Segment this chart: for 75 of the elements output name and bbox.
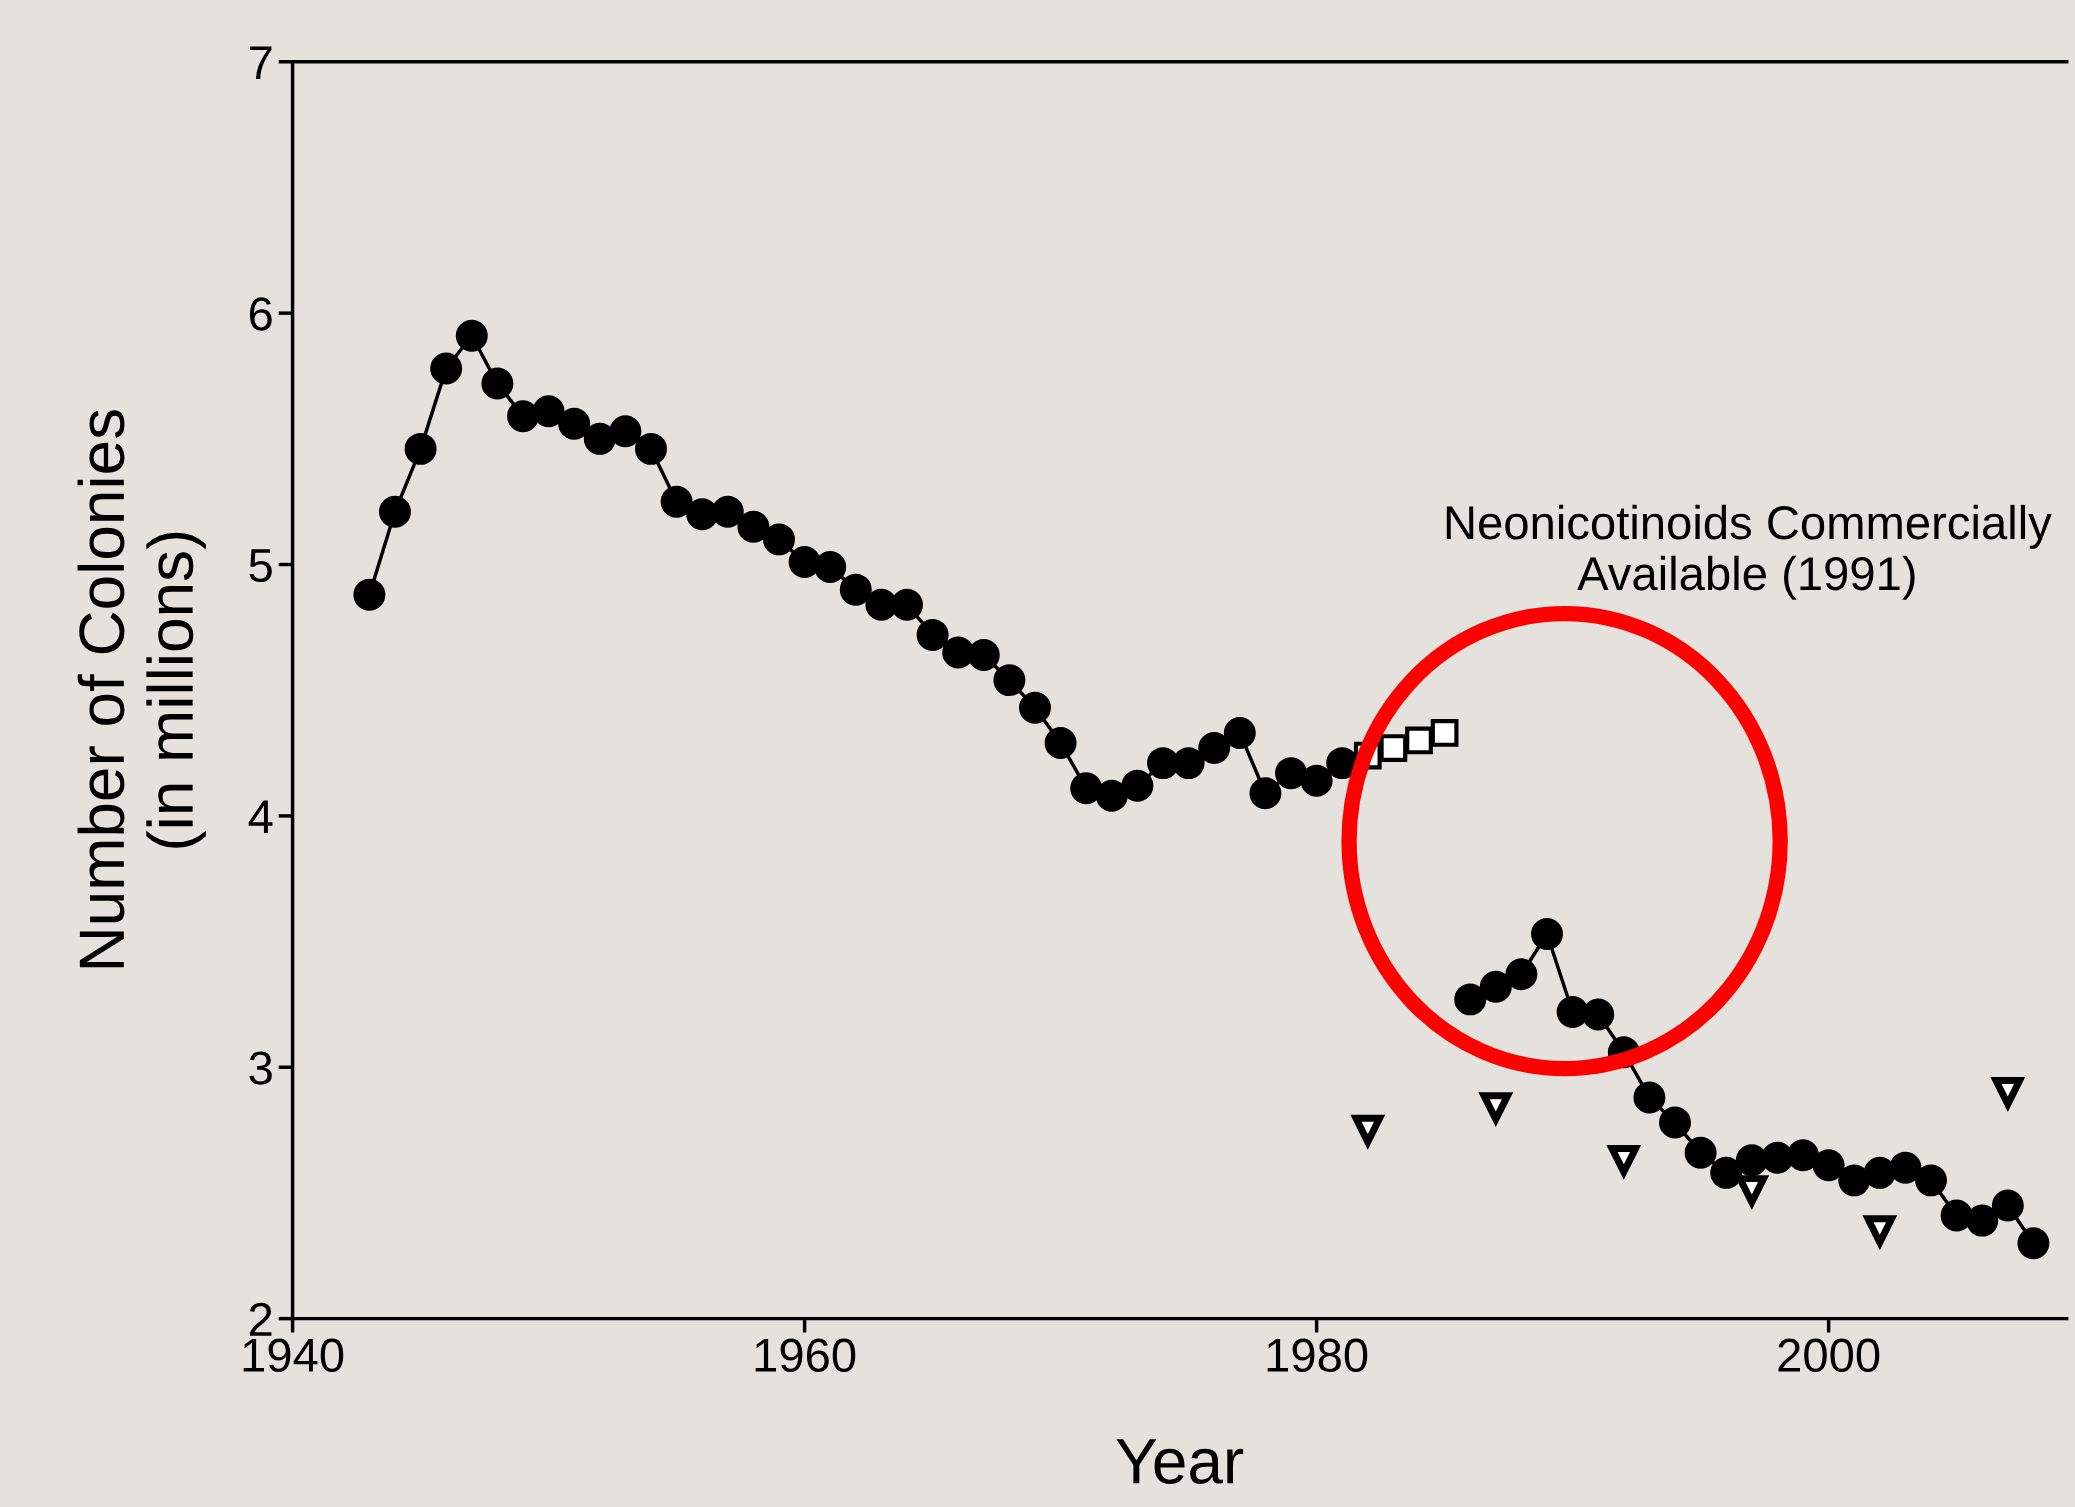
point bbox=[737, 510, 770, 543]
point bbox=[1582, 998, 1615, 1031]
point bbox=[1300, 764, 1333, 797]
point bbox=[558, 407, 591, 440]
point bbox=[788, 546, 821, 578]
point bbox=[1223, 716, 1256, 749]
point bbox=[1430, 719, 1459, 747]
x-tick-label: 2000 bbox=[1778, 1338, 1880, 1373]
x-tick-label: 1960 bbox=[755, 1338, 856, 1373]
point bbox=[1991, 1189, 2024, 1222]
point bbox=[686, 498, 719, 531]
point bbox=[1479, 970, 1512, 1003]
point bbox=[1710, 1156, 1743, 1189]
point bbox=[353, 578, 386, 611]
point bbox=[430, 352, 463, 385]
point bbox=[1863, 1156, 1896, 1189]
point bbox=[839, 573, 872, 606]
point bbox=[814, 551, 847, 584]
y-tick-label: 3 bbox=[249, 1051, 272, 1085]
point bbox=[916, 618, 949, 651]
x-tick-label: 1980 bbox=[1267, 1338, 1368, 1373]
point bbox=[635, 432, 667, 465]
point bbox=[1405, 726, 1433, 755]
point bbox=[1684, 1136, 1717, 1169]
point bbox=[891, 588, 923, 621]
point bbox=[609, 415, 642, 448]
x-axis-title: Year bbox=[1116, 1439, 1244, 1484]
y-tick-label: 6 bbox=[249, 297, 272, 331]
point bbox=[1633, 1081, 1666, 1114]
y-tick-label: 4 bbox=[248, 800, 273, 833]
point bbox=[1787, 1139, 1819, 1172]
point bbox=[1838, 1164, 1871, 1197]
x-tick-label: 1940 bbox=[243, 1338, 344, 1373]
point bbox=[942, 636, 975, 669]
point bbox=[763, 523, 795, 556]
point bbox=[1761, 1141, 1794, 1174]
annotation: Neonicotinoids Commercially Available (1991) bbox=[1446, 504, 2052, 600]
point bbox=[1019, 691, 1051, 724]
point bbox=[1812, 1149, 1845, 1182]
y-tick-label: 2 bbox=[249, 1302, 272, 1336]
point bbox=[1147, 747, 1179, 780]
point bbox=[1556, 995, 1589, 1028]
point bbox=[1505, 958, 1538, 991]
point bbox=[1659, 1106, 1691, 1139]
point bbox=[1044, 727, 1077, 759]
point bbox=[1379, 734, 1408, 762]
point bbox=[1735, 1144, 1768, 1177]
point bbox=[1275, 757, 1307, 790]
point bbox=[1095, 779, 1128, 812]
point bbox=[379, 495, 411, 528]
point bbox=[660, 485, 693, 518]
point bbox=[507, 400, 539, 433]
point bbox=[2017, 1227, 2050, 1260]
y-axis-title: Number of Colonies (in millions) bbox=[77, 410, 206, 968]
point bbox=[1249, 777, 1282, 810]
point bbox=[711, 495, 744, 528]
point bbox=[404, 432, 437, 465]
y-tick-label: 7 bbox=[249, 46, 272, 79]
point bbox=[993, 664, 1026, 697]
point bbox=[1070, 772, 1103, 805]
point bbox=[1531, 918, 1563, 951]
point bbox=[583, 422, 616, 455]
point bbox=[481, 367, 514, 400]
point bbox=[1198, 732, 1231, 764]
y-tick-label: 5 bbox=[249, 549, 272, 583]
point bbox=[1121, 769, 1154, 802]
point bbox=[1454, 983, 1487, 1016]
point bbox=[1172, 747, 1205, 780]
point bbox=[1940, 1199, 1973, 1232]
point bbox=[1966, 1204, 1999, 1237]
point bbox=[455, 319, 488, 352]
point bbox=[532, 395, 565, 428]
point bbox=[1889, 1151, 1922, 1184]
point bbox=[1915, 1164, 1947, 1197]
point bbox=[967, 639, 1000, 671]
